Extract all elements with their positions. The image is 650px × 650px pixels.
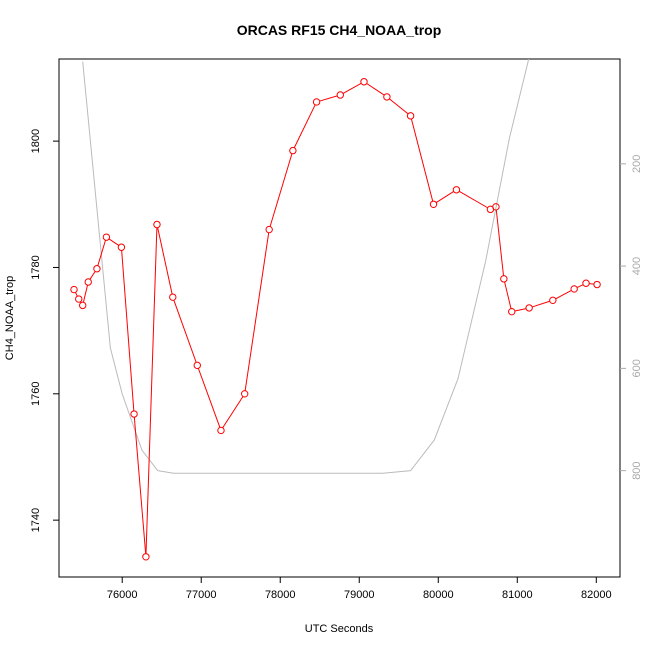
ch4-segment <box>293 104 316 148</box>
ch4-segment <box>244 232 270 391</box>
ch4-point <box>117 243 126 251</box>
ch4-segment <box>133 417 147 554</box>
ch4-point <box>75 295 83 303</box>
ch4-point <box>153 220 161 229</box>
ch4-segment <box>97 240 106 266</box>
right-axis: 200 400 600 800 <box>620 155 643 480</box>
ch4-point <box>406 112 415 120</box>
ch4-point <box>265 225 273 234</box>
ch4-segment <box>269 153 293 227</box>
ch4-segment <box>589 283 594 285</box>
right-tick-label: 400 <box>631 257 643 275</box>
ch4-segment <box>121 250 135 411</box>
x-tick-label: 79000 <box>344 589 375 601</box>
ch4-point <box>492 203 500 211</box>
y-axis-label: CH4_NOAA_trop <box>4 276 16 360</box>
ch4-point <box>70 285 78 294</box>
ch4-point <box>312 98 321 106</box>
ch4-segment <box>173 299 197 363</box>
right-tick-label: 200 <box>631 155 643 173</box>
ch4-segment <box>458 190 488 209</box>
ch4-series <box>70 78 601 561</box>
ch4-point <box>336 91 344 99</box>
right-tick-label: 600 <box>631 359 643 377</box>
ch4-point <box>289 146 297 155</box>
ch4-point <box>169 293 177 301</box>
x-tick-label: 82000 <box>581 589 612 601</box>
pressure-line <box>82 59 530 474</box>
ch4-segment <box>108 238 120 246</box>
ch4-point <box>508 307 516 316</box>
ch4-point <box>452 186 461 194</box>
ch4-point <box>130 410 138 418</box>
ch4-segment <box>514 308 527 312</box>
x-tick-label: 80000 <box>423 589 454 601</box>
ch4-point <box>102 233 111 241</box>
ch4-segment <box>74 292 78 297</box>
ch4-point <box>79 301 87 310</box>
plot-frame <box>58 58 621 578</box>
ch4-point <box>525 304 533 312</box>
ch4-point <box>500 275 508 283</box>
y-tick-label: 1760 <box>30 382 42 406</box>
ch4-point <box>429 200 438 208</box>
ch4-segment <box>576 284 584 289</box>
plot-area <box>58 58 621 578</box>
ch4-point <box>383 93 391 101</box>
ch4-segment <box>145 227 158 554</box>
ch4-point <box>84 278 92 286</box>
right-tick-label: 800 <box>631 461 643 479</box>
ch4-point <box>240 390 249 398</box>
ch4-segment <box>319 95 338 102</box>
ch4-point <box>593 280 601 289</box>
ch4-segment <box>532 300 550 308</box>
ch4-segment <box>197 368 221 428</box>
ch4-point <box>549 296 557 305</box>
ch4-point <box>582 279 590 287</box>
x-axis: 76000 77000 78000 79000 80000 81000 82000 <box>107 577 612 601</box>
x-axis-label: UTC Seconds <box>305 623 374 635</box>
ch4-segment <box>435 191 455 204</box>
y-tick-label: 1800 <box>30 129 42 153</box>
ch4-segment <box>157 227 173 295</box>
ch4-segment <box>410 118 434 202</box>
x-tick-label: 77000 <box>186 589 217 601</box>
x-tick-label: 78000 <box>265 589 296 601</box>
ch4-point <box>570 285 578 293</box>
ch4-segment <box>342 82 362 94</box>
x-tick-label: 76000 <box>107 589 138 601</box>
ch4-segment <box>222 396 244 429</box>
ch4-segment <box>495 209 504 276</box>
ch4-segment <box>89 271 96 280</box>
y-tick-label: 1740 <box>30 508 42 532</box>
ch4-point <box>142 553 150 561</box>
ch4-point <box>360 78 368 86</box>
ch4-point <box>93 265 101 273</box>
y-tick-label: 1780 <box>30 255 42 279</box>
ch4-segment <box>555 290 572 300</box>
ch4-point <box>193 361 201 370</box>
ch4-point <box>217 426 225 435</box>
x-tick-label: 81000 <box>502 589 533 601</box>
ch4-segment <box>504 281 512 309</box>
ch4-segment <box>389 98 409 115</box>
pressure-series <box>82 59 530 474</box>
chart-title: ORCAS RF15 CH4_NOAA_trop <box>237 22 442 38</box>
ch4-segment <box>366 83 385 96</box>
y-axis: 1740 1760 1780 1800 <box>30 129 59 532</box>
ch4-segment <box>82 284 88 303</box>
